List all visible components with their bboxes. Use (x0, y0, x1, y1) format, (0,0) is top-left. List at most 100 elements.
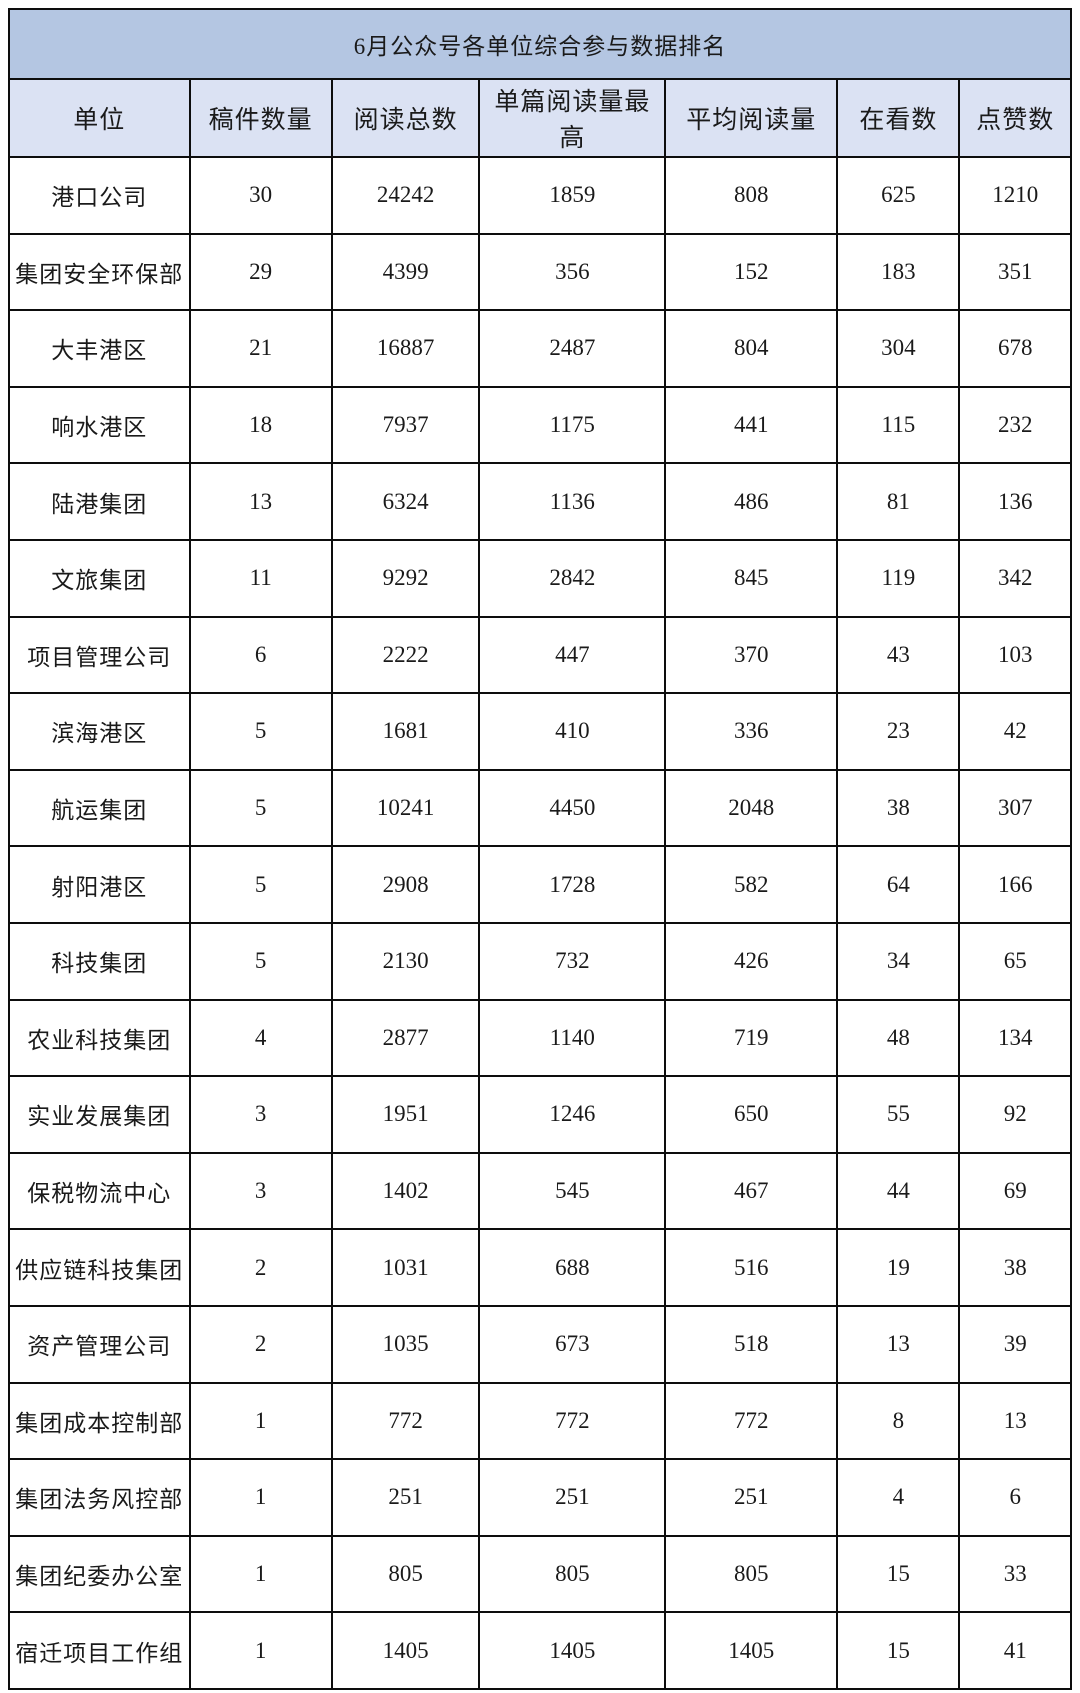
unit-name-cell: 射阳港区 (8, 845, 191, 924)
value-cell: 5 (188, 768, 333, 848)
value-cell: 336 (664, 692, 839, 771)
column-header-2: 阅读总数 (330, 78, 481, 158)
value-cell: 15 (836, 1534, 961, 1614)
value-cell: 486 (664, 462, 839, 541)
value-cell: 1140 (478, 998, 667, 1078)
value-cell: 2908 (330, 845, 481, 924)
table-row: 港口公司 30 24242 1859 808 625 1210 (8, 156, 1072, 235)
value-cell: 251 (478, 1458, 667, 1537)
value-cell: 1 (188, 1611, 333, 1690)
value-cell: 805 (478, 1534, 667, 1614)
value-cell: 545 (478, 1151, 667, 1231)
unit-name-cell: 集团法务风控部 (8, 1458, 191, 1537)
unit-name-cell: 科技集团 (8, 921, 191, 1001)
value-cell: 1035 (330, 1304, 481, 1384)
value-cell: 2222 (330, 615, 481, 695)
value-cell: 81 (836, 462, 961, 541)
value-cell: 1405 (664, 1611, 839, 1690)
value-cell: 183 (836, 232, 961, 312)
unit-name-cell: 文旅集团 (8, 538, 191, 618)
ranking-table: 6月公众号各单位综合参与数据排名 单位 稿件数量 阅读总数 单篇阅读量最高 平均阅读量在… (8, 8, 1072, 1690)
table-row: 大丰港区 21 16887 2487 804 304 678 (8, 309, 1072, 388)
value-cell: 772 (478, 1381, 667, 1461)
value-cell: 103 (958, 615, 1072, 695)
value-cell: 65 (958, 921, 1072, 1001)
value-cell: 342 (958, 538, 1072, 618)
value-cell: 2842 (478, 538, 667, 618)
unit-name-cell: 宿迁项目工作组 (8, 1611, 191, 1690)
value-cell: 678 (958, 309, 1072, 388)
table-row: 响水港区 18 7937 1175 441 115 232 (8, 385, 1072, 465)
table-row: 航运集团 5 10241 4450 2048 38 307 (8, 768, 1072, 848)
value-cell: 732 (478, 921, 667, 1001)
value-cell: 24242 (330, 156, 481, 235)
value-cell: 44 (836, 1151, 961, 1231)
unit-name-cell: 资产管理公司 (8, 1304, 191, 1384)
value-cell: 307 (958, 768, 1072, 848)
value-cell: 805 (330, 1534, 481, 1614)
value-cell: 1136 (478, 462, 667, 541)
value-cell: 518 (664, 1304, 839, 1384)
value-cell: 19 (836, 1228, 961, 1307)
value-cell: 1 (188, 1458, 333, 1537)
table-row: 文旅集团 11 9292 2842 845 119 342 (8, 538, 1072, 618)
value-cell: 1402 (330, 1151, 481, 1231)
table-title-row: 6月公众号各单位综合参与数据排名 (8, 8, 1072, 80)
table-row: 宿迁项目工作组 1 1405 1405 1405 15 41 (8, 1611, 1072, 1690)
value-cell: 356 (478, 232, 667, 312)
value-cell: 467 (664, 1151, 839, 1231)
unit-name-cell: 港口公司 (8, 156, 191, 235)
unit-name-cell: 集团安全环保部 (8, 232, 191, 312)
value-cell: 33 (958, 1534, 1072, 1614)
unit-name-cell: 陆港集团 (8, 462, 191, 541)
value-cell: 2877 (330, 998, 481, 1078)
value-cell: 16887 (330, 309, 481, 388)
value-cell: 625 (836, 156, 961, 235)
value-cell: 6 (958, 1458, 1072, 1537)
value-cell: 2 (188, 1228, 333, 1307)
value-cell: 2 (188, 1304, 333, 1384)
value-cell: 18 (188, 385, 333, 465)
table-row: 集团纪委办公室 1 805 805 805 15 33 (8, 1534, 1072, 1614)
value-cell: 115 (836, 385, 961, 465)
value-cell: 3 (188, 1075, 333, 1154)
table-row: 集团安全环保部 29 4399 356 152 183 351 (8, 232, 1072, 312)
value-cell: 2130 (330, 921, 481, 1001)
table-row: 陆港集团 13 6324 1136 486 81 136 (8, 462, 1072, 541)
unit-name-cell: 滨海港区 (8, 692, 191, 771)
value-cell: 166 (958, 845, 1072, 924)
value-cell: 2048 (664, 768, 839, 848)
value-cell: 134 (958, 998, 1072, 1078)
table-title: 6月公众号各单位综合参与数据排名 (8, 8, 1072, 80)
value-cell: 251 (330, 1458, 481, 1537)
value-cell: 772 (330, 1381, 481, 1461)
value-cell: 1 (188, 1381, 333, 1461)
value-cell: 69 (958, 1151, 1072, 1231)
table-row: 保税物流中心 3 1402 545 467 44 69 (8, 1151, 1072, 1231)
value-cell: 673 (478, 1304, 667, 1384)
value-cell: 1728 (478, 845, 667, 924)
value-cell: 43 (836, 615, 961, 695)
value-cell: 845 (664, 538, 839, 618)
value-cell: 426 (664, 921, 839, 1001)
value-cell: 1246 (478, 1075, 667, 1154)
value-cell: 92 (958, 1075, 1072, 1154)
value-cell: 582 (664, 845, 839, 924)
value-cell: 808 (664, 156, 839, 235)
unit-name-cell: 保税物流中心 (8, 1151, 191, 1231)
unit-name-cell: 集团成本控制部 (8, 1381, 191, 1461)
unit-name-cell: 响水港区 (8, 385, 191, 465)
unit-name-cell: 实业发展集团 (8, 1075, 191, 1154)
value-cell: 1031 (330, 1228, 481, 1307)
table-row: 科技集团 5 2130 732 426 34 65 (8, 921, 1072, 1001)
column-header-4: 平均阅读量 (664, 78, 839, 158)
value-cell: 1681 (330, 692, 481, 771)
value-cell: 11 (188, 538, 333, 618)
table-row: 项目管理公司 6 2222 447 370 43 103 (8, 615, 1072, 695)
table-row: 实业发展集团 3 1951 1246 650 55 92 (8, 1075, 1072, 1154)
value-cell: 38 (958, 1228, 1072, 1307)
column-header-1: 稿件数量 (188, 78, 333, 158)
table-row: 集团法务风控部 1 251 251 251 4 6 (8, 1458, 1072, 1537)
value-cell: 719 (664, 998, 839, 1078)
